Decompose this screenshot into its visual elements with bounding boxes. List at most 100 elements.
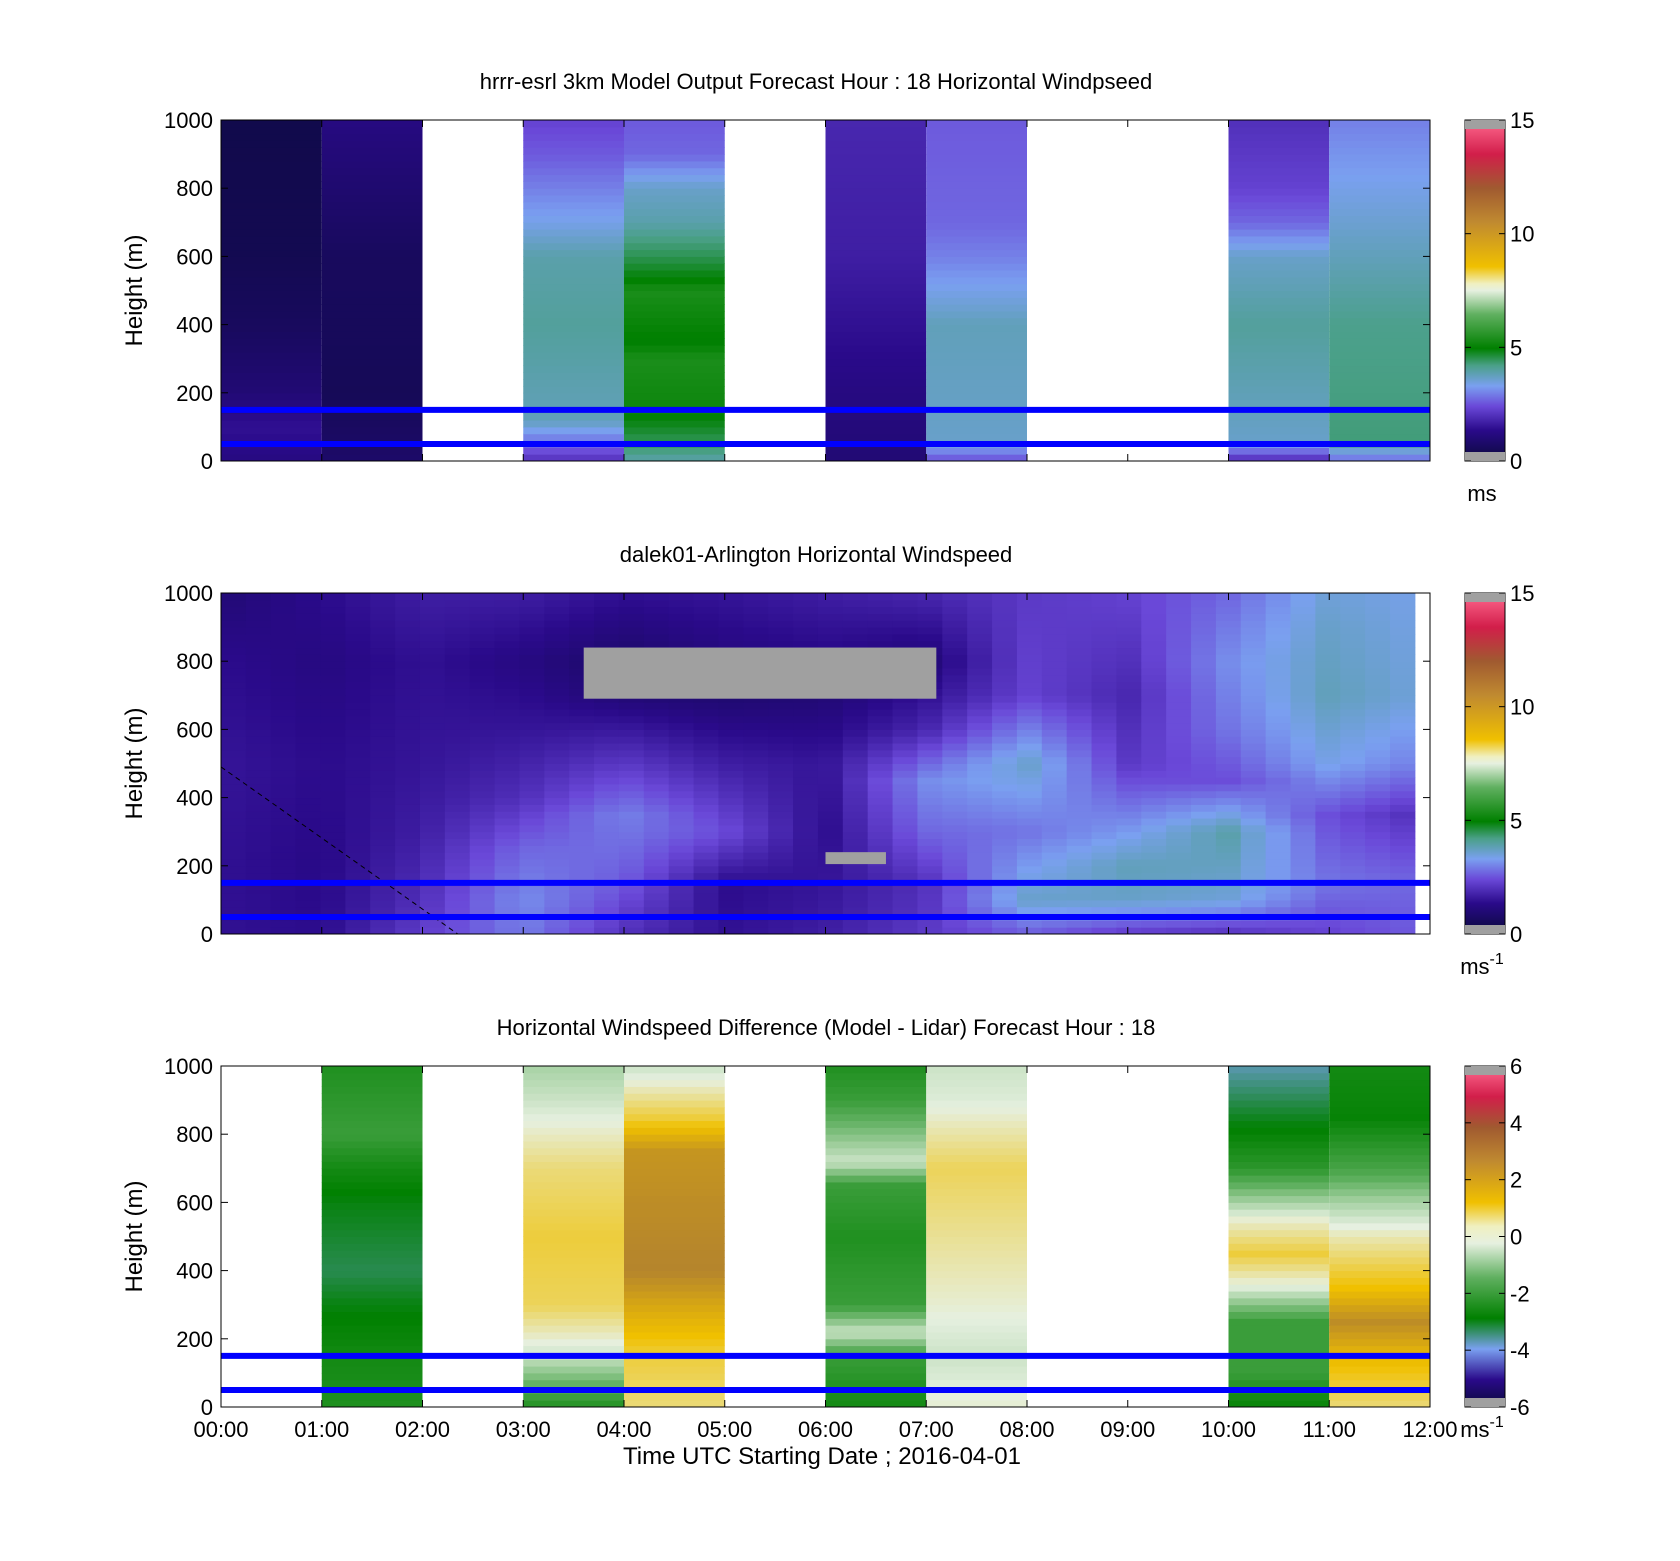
heatmap-cell — [967, 661, 993, 669]
heatmap-cell — [926, 235, 1027, 244]
heatmap-cell — [1240, 899, 1267, 908]
heatmap-cell — [469, 620, 496, 628]
heatmap-cell — [519, 729, 545, 737]
heatmap-cell — [793, 865, 819, 874]
heatmap-cell — [321, 222, 423, 230]
heatmap-cell — [942, 797, 968, 805]
heatmap-cell — [1191, 906, 1217, 915]
heatmap-cell — [419, 736, 446, 744]
heatmap-cell — [1141, 613, 1167, 621]
heatmap-cells — [221, 120, 1430, 462]
heatmap-cell — [926, 385, 1027, 394]
heatmap-cell — [295, 906, 321, 915]
heatmap-cell — [926, 215, 1027, 223]
heatmap-cell — [624, 174, 725, 182]
heatmap-cell — [1365, 824, 1391, 833]
heatmap-cell — [624, 167, 725, 176]
y-axis-label: Height (m) — [121, 234, 148, 346]
heatmap-cell — [221, 899, 247, 908]
heatmap-cell — [469, 804, 496, 812]
heatmap-cell — [321, 1311, 423, 1319]
heatmap-cell — [1041, 865, 1068, 874]
heatmap-cell — [743, 838, 769, 846]
heatmap-cell — [1041, 695, 1068, 703]
heatmap-cell — [842, 906, 869, 915]
heatmap-cell — [1191, 893, 1217, 901]
heatmap-cell — [1041, 715, 1068, 724]
heatmap-cell — [967, 708, 993, 717]
heatmap-cell — [1066, 783, 1093, 792]
heatmap-cell — [624, 215, 725, 223]
x-tick-label: 02:00 — [395, 1417, 450, 1442]
heatmap-cell — [370, 906, 396, 915]
heatmap-cell — [1228, 1120, 1330, 1128]
heatmap-cell — [1228, 1331, 1330, 1340]
heatmap-cell — [942, 886, 968, 894]
heatmap-cell — [825, 399, 927, 407]
heatmap-cell — [494, 804, 520, 812]
heatmap-cell — [523, 1120, 624, 1128]
heatmap-cell — [817, 620, 844, 628]
heatmap-cell — [618, 633, 645, 642]
heatmap-cell — [1166, 845, 1192, 853]
heatmap-cell — [523, 379, 624, 387]
heatmap-cell — [395, 647, 421, 655]
heatmap-cell — [469, 647, 496, 655]
heatmap-cell — [544, 627, 570, 635]
heatmap-cell — [743, 797, 769, 805]
heatmap-cell — [321, 345, 423, 353]
heatmap-cell — [926, 317, 1027, 326]
heatmap-cell — [942, 633, 968, 642]
colorbar-tick-label: 4 — [1510, 1111, 1522, 1136]
heatmap-cell — [1315, 708, 1341, 717]
heatmap-cell — [967, 906, 993, 915]
heatmap-cell — [1016, 688, 1043, 696]
heatmap-cell — [825, 263, 927, 271]
heatmap-cell — [917, 865, 943, 874]
heatmap-cell — [1141, 797, 1167, 805]
heatmap-cell — [519, 865, 545, 874]
heatmap-cell — [221, 647, 247, 655]
heatmap-cell — [594, 886, 620, 894]
heatmap-cell — [917, 824, 943, 833]
heatmap-cell — [926, 1366, 1027, 1374]
heatmap-cell — [345, 818, 371, 826]
heatmap-cell — [624, 1277, 725, 1285]
heatmap-cell — [1340, 872, 1366, 880]
heatmap-cell — [1329, 1222, 1430, 1231]
heatmap-cell — [643, 818, 670, 826]
heatmap-cell — [867, 845, 894, 853]
heatmap-cell — [917, 886, 943, 894]
heatmap-cell — [444, 620, 471, 628]
heatmap-cell — [817, 749, 844, 758]
x-tick-label: 00:00 — [193, 1417, 248, 1442]
heatmap-cell — [320, 906, 346, 915]
heatmap-cell — [1329, 1134, 1430, 1142]
heatmap-cell — [295, 743, 321, 751]
heatmap-cell — [1066, 668, 1093, 676]
heatmap-cell — [1315, 756, 1341, 764]
heatmap-cell — [1215, 627, 1242, 635]
heatmap-cell — [1340, 654, 1366, 662]
heatmap-cell — [1290, 920, 1316, 928]
heatmap-cell — [624, 263, 725, 271]
heatmap-cell — [494, 736, 520, 744]
heatmap-cell — [320, 695, 346, 703]
heatmap-cell — [743, 845, 769, 853]
heatmap-cell — [618, 783, 645, 792]
heatmap-cell — [1240, 818, 1267, 826]
heatmap-cell — [494, 783, 520, 792]
heatmap-cell — [1041, 743, 1068, 751]
heatmap-cell — [221, 736, 247, 744]
y-tick-label: 400 — [176, 1259, 213, 1284]
heatmap-cell — [519, 708, 545, 717]
heatmap-cell — [1290, 620, 1316, 628]
heatmap-cell — [1290, 790, 1316, 799]
heatmap-cell — [1390, 654, 1416, 662]
heatmap-cell — [1315, 886, 1341, 894]
heatmap-cell — [1290, 729, 1316, 737]
heatmap-cell — [624, 1134, 725, 1142]
heatmap-cell — [523, 1134, 624, 1142]
heatmap-cell — [1340, 852, 1366, 860]
heatmap-cell — [321, 379, 423, 387]
